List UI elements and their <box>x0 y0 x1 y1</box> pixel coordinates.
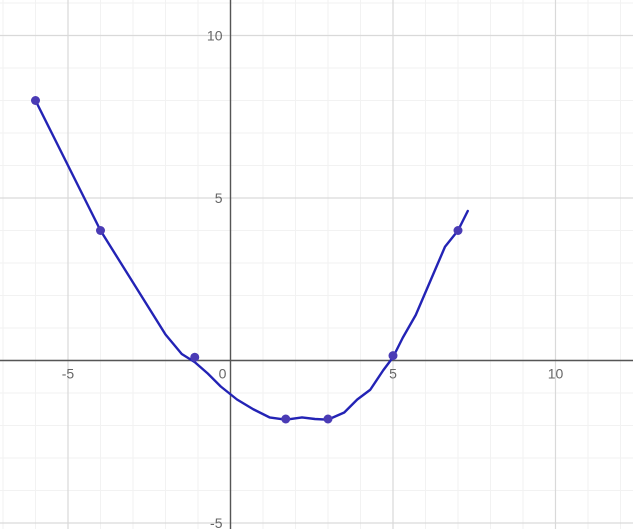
x-tick-label: 0 <box>219 366 227 382</box>
data-point <box>389 351 398 360</box>
y-tick-label: 5 <box>215 190 223 206</box>
data-point <box>281 415 290 424</box>
y-tick-label: -5 <box>210 515 223 529</box>
data-points <box>31 96 463 424</box>
chart-svg: -5 0 5 10 -5 5 10 <box>0 0 633 529</box>
x-tick-label: 10 <box>548 366 564 382</box>
tick-labels: -5 0 5 10 -5 5 10 <box>62 28 564 529</box>
x-tick-label: 5 <box>389 366 397 382</box>
data-point <box>96 226 105 235</box>
x-tick-label: -5 <box>62 366 75 382</box>
data-point <box>454 226 463 235</box>
data-point <box>31 96 40 105</box>
chart-container: -5 0 5 10 -5 5 10 <box>0 0 633 529</box>
grid-major <box>0 0 633 529</box>
data-point <box>324 415 333 424</box>
grid-minor <box>0 0 633 529</box>
data-point <box>190 353 199 362</box>
axes <box>0 0 633 529</box>
y-tick-label: 10 <box>207 28 223 44</box>
